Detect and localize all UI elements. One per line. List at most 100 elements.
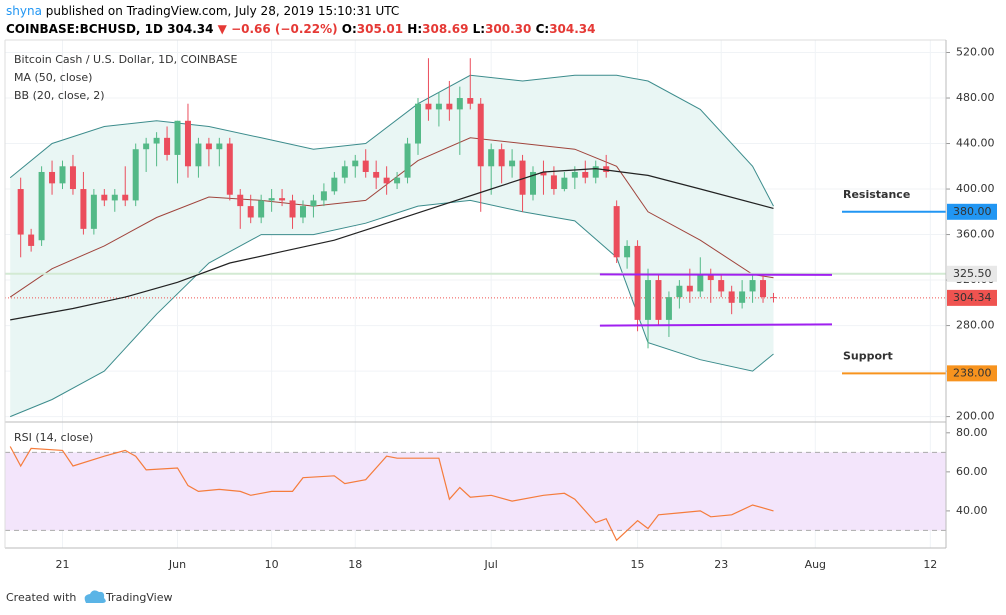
ohlc-key: C: [536,22,550,36]
price-label: 304.34 [953,291,992,304]
candle-body [592,166,599,178]
level-label: 380.00 [953,205,992,218]
trendline [599,323,833,327]
candle-body [749,280,756,292]
candle-body [530,171,537,195]
bb-lower [10,199,774,418]
x-tick-label: Aug [805,558,826,571]
candle-body [739,291,746,303]
candle-body [49,171,56,184]
rsi-band [5,452,946,531]
change: −0.66 (−0.22%) [231,22,338,36]
bb-basis [9,137,774,298]
ohlc-value: 304.34 [549,22,595,36]
candle-body [603,166,610,172]
y-tick-label: 520.00 [956,46,995,59]
candle-body [718,280,725,292]
x-tick-label: 15 [631,558,645,571]
candle-body [435,103,442,110]
level-badge [947,203,997,220]
ohlc-key: L: [473,22,485,36]
candle-body [90,194,97,229]
y-tick-label: 40.00 [956,504,988,517]
y-tick-label: 400.00 [956,182,995,195]
legend-entry: BB (20, close, 2) [14,89,105,102]
candle-body [686,285,693,292]
candle-body [111,194,118,201]
candle-body [477,103,484,167]
y-tick-label: 360.00 [956,228,995,241]
candle-body [38,171,45,241]
marker-badge [947,265,997,282]
candle-body [258,200,265,218]
level-badge [947,365,997,382]
header-line: shyna published on TradingView.com, July… [6,4,399,18]
candle-body [665,297,672,320]
candle-body [153,137,160,144]
candle-body [289,200,296,218]
plot-area: 200.00240.00280.00320.00360.00400.00440.… [5,40,995,571]
ohlc-key: O: [342,22,357,36]
candle-body [425,103,432,110]
candle-body [634,245,641,320]
candle-body [310,200,317,207]
ohlc-value: 305.01 [357,22,403,36]
candle-body [331,177,338,192]
candle-body [268,198,275,201]
candle-body [279,198,286,201]
price-badge [947,289,997,306]
x-tick-label: Jul [484,558,498,571]
candle-body [205,143,212,150]
symbol: COINBASE:BCHUSD, 1D [6,22,163,36]
candle-body [655,280,662,320]
last: 304.34 [167,22,213,36]
legend-entry: MA (50, close) [14,71,92,84]
candle-body [341,166,348,178]
x-tick-label: 23 [714,558,728,571]
ma-line [10,167,774,321]
candle-body [498,149,505,167]
y-tick-label: 480.00 [956,91,995,104]
candle-body [383,177,390,184]
candle-body [69,166,76,190]
candle-body [467,98,474,104]
candle-body [164,137,171,155]
footer-text: Created with [6,591,76,604]
candle-body [414,103,421,144]
x-tick-label: 18 [348,558,362,571]
candle-body [645,280,652,320]
candle-body [184,120,191,167]
candle-body [320,191,327,201]
y-tick-label: 80.00 [956,426,988,439]
chart-title: Bitcoin Cash / U.S. Dollar, 1D, COINBASE [14,53,237,66]
marker-label: 325.50 [953,267,992,280]
candle-body [174,120,181,155]
candle-body [707,274,714,281]
candle-body [446,103,453,110]
candle-body [237,194,244,207]
ohlc-value: 308.69 [422,22,468,36]
candle-body [770,297,777,299]
y-tick-label: 440.00 [956,137,995,150]
candle-body [582,171,589,178]
candle-body [101,194,108,201]
published: published on TradingView.com, July 28, 2… [46,4,400,18]
candle-body [488,149,495,167]
candle-body [80,189,87,229]
candle-body [195,143,202,167]
arrow: ▼ [218,22,228,36]
candle-body [571,171,578,178]
level-text: Support [843,349,893,362]
y-tick-label: 200.00 [956,410,995,423]
candle-body [373,171,380,178]
candle-body [226,143,233,195]
x-tick-label: 21 [56,558,70,571]
level-label: 238.00 [953,366,992,379]
candle-body [456,98,463,110]
y-tick-label: 60.00 [956,465,988,478]
x-tick-label: 12 [923,558,937,571]
candle-body [624,245,631,258]
candle-body [247,206,254,218]
candle-body [760,280,767,298]
candle-body [540,171,547,176]
